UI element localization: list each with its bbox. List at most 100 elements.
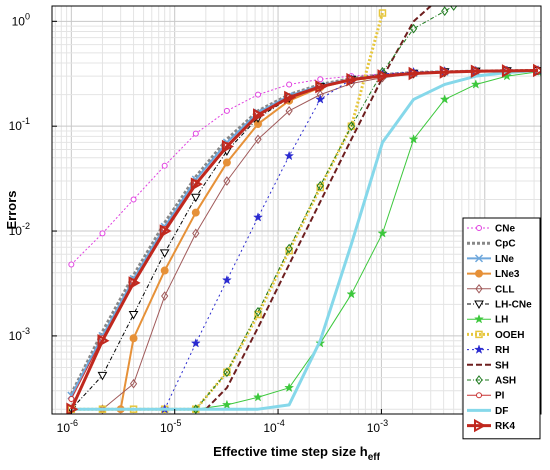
data-point-rh bbox=[284, 150, 295, 161]
data-point-pi bbox=[68, 396, 75, 403]
data-point-lne3 bbox=[191, 208, 200, 217]
legend-item-lne: LNe bbox=[467, 254, 514, 265]
data-point-rk4 bbox=[284, 90, 297, 105]
legend-item-rk4: RK4 bbox=[467, 418, 515, 433]
data-point-rh bbox=[190, 338, 201, 348]
legend-marker-rk4 bbox=[474, 418, 487, 433]
data-point-cne bbox=[255, 91, 262, 98]
legend-label-pi: PI bbox=[495, 391, 505, 402]
data-point-lh bbox=[408, 134, 419, 144]
x-tick-label: 10-5 bbox=[160, 418, 181, 435]
data-point-ash bbox=[316, 180, 324, 191]
data-point-rk4 bbox=[346, 72, 359, 87]
series-line-lh bbox=[195, 71, 539, 410]
legend-marker-lne bbox=[474, 254, 484, 263]
data-point-rk4 bbox=[221, 139, 234, 154]
legend-marker-cll bbox=[475, 283, 483, 294]
legend: CNe CpC LNe LNe3 CLL LH-CNe LH OOEH RH SH ASH PI DF R… bbox=[462, 217, 541, 440]
data-point-lh-cne bbox=[159, 249, 170, 258]
x-tick-label: 10-4 bbox=[263, 418, 284, 435]
legend-item-cll: CLL bbox=[467, 283, 514, 295]
data-point-lh bbox=[221, 399, 232, 410]
x-axis-title-main: Effective time step size h bbox=[213, 444, 368, 459]
data-point-ooeh bbox=[285, 246, 293, 255]
y-tick-label: 100 bbox=[12, 11, 30, 28]
data-point-rk4 bbox=[315, 79, 328, 94]
data-point-cne bbox=[223, 107, 230, 114]
legend-label-df: DF bbox=[495, 406, 508, 417]
data-point-lh-cne bbox=[97, 371, 108, 381]
data-point-ash bbox=[223, 367, 231, 378]
data-point-rh bbox=[253, 212, 264, 222]
legend-marker-ooeh bbox=[475, 330, 483, 339]
legend-item-sh: SH bbox=[467, 360, 509, 371]
data-point-cne bbox=[317, 76, 324, 83]
data-point-lne3 bbox=[129, 334, 138, 343]
legend-marker-lh-cne bbox=[474, 300, 484, 310]
data-point-cll bbox=[254, 134, 262, 145]
legend-marker-lh bbox=[473, 313, 485, 324]
data-point-rk4 bbox=[253, 108, 266, 122]
data-point-rk4 bbox=[97, 334, 110, 348]
legend-label-cll: CLL bbox=[495, 284, 514, 295]
plot-frame bbox=[51, 5, 542, 415]
data-point-lh bbox=[253, 391, 264, 402]
data-point-rk4 bbox=[501, 64, 514, 78]
data-point-lh bbox=[470, 79, 481, 89]
legend-marker-lne3 bbox=[475, 269, 483, 278]
y-tick-label: 10-2 bbox=[9, 221, 30, 238]
y-tick-label: 10-3 bbox=[9, 326, 30, 343]
legend-item-pi: PI bbox=[467, 391, 505, 402]
series-line-ash bbox=[195, 6, 454, 410]
data-point-rk4 bbox=[128, 276, 141, 290]
legend-item-cne: CNe bbox=[467, 224, 515, 235]
legend-label-ash: ASH bbox=[495, 376, 516, 387]
legend-item-lh: LH bbox=[467, 313, 508, 326]
data-point-ash bbox=[409, 23, 418, 34]
legend-item-cpc: CpC bbox=[467, 239, 516, 250]
grid bbox=[52, 6, 541, 414]
data-point-lh bbox=[346, 288, 357, 299]
legend-label-lne3: LNe3 bbox=[495, 269, 520, 280]
y-tick-label: 10-1 bbox=[9, 116, 30, 133]
x-tick-label: 10-6 bbox=[57, 418, 78, 435]
series-line-cne bbox=[70, 69, 539, 265]
data-point-lh bbox=[439, 94, 450, 104]
data-point-cll bbox=[192, 228, 200, 239]
data-point-ooeh bbox=[378, 9, 387, 17]
data-point-lh-cne bbox=[128, 311, 139, 320]
data-point-rk4 bbox=[66, 402, 79, 414]
legend-item-lne3: LNe3 bbox=[467, 269, 520, 280]
data-point-cne bbox=[286, 81, 293, 88]
series-layer bbox=[66, 6, 541, 414]
data-point-cll bbox=[161, 291, 169, 301]
data-point-cne bbox=[161, 162, 168, 169]
data-point-cne bbox=[68, 261, 75, 268]
data-point-rk4 bbox=[533, 63, 541, 78]
data-point-cll bbox=[285, 106, 293, 116]
series-ash bbox=[192, 6, 458, 414]
legend-marker-ash bbox=[475, 375, 483, 385]
legend-marker-rh bbox=[473, 344, 485, 354]
data-point-lne3 bbox=[160, 266, 169, 275]
legend-item-ooeh: OOEH bbox=[467, 330, 524, 341]
data-point-ash bbox=[254, 306, 262, 317]
series-line-sh bbox=[205, 6, 432, 410]
data-point-lh bbox=[377, 228, 388, 238]
series-line-df bbox=[71, 68, 539, 411]
data-point-cne bbox=[130, 196, 137, 203]
legend-label-lh-cne: LH-CNe bbox=[495, 300, 532, 311]
data-point-cne bbox=[99, 230, 106, 237]
data-point-rk4 bbox=[439, 65, 452, 79]
y-axis-title: Errors bbox=[4, 190, 19, 229]
data-point-ooeh bbox=[254, 310, 262, 319]
x-axis-title: Effective time step size heff bbox=[213, 444, 381, 463]
data-point-lne3 bbox=[222, 158, 231, 167]
data-point-rk4 bbox=[470, 64, 483, 78]
series-line-rk4 bbox=[69, 68, 539, 410]
legend-item-rh: RH bbox=[467, 344, 509, 356]
legend-marker-pi bbox=[476, 392, 482, 399]
legend-label-sh: SH bbox=[495, 360, 509, 371]
legend-label-lne: LNe bbox=[495, 254, 514, 265]
